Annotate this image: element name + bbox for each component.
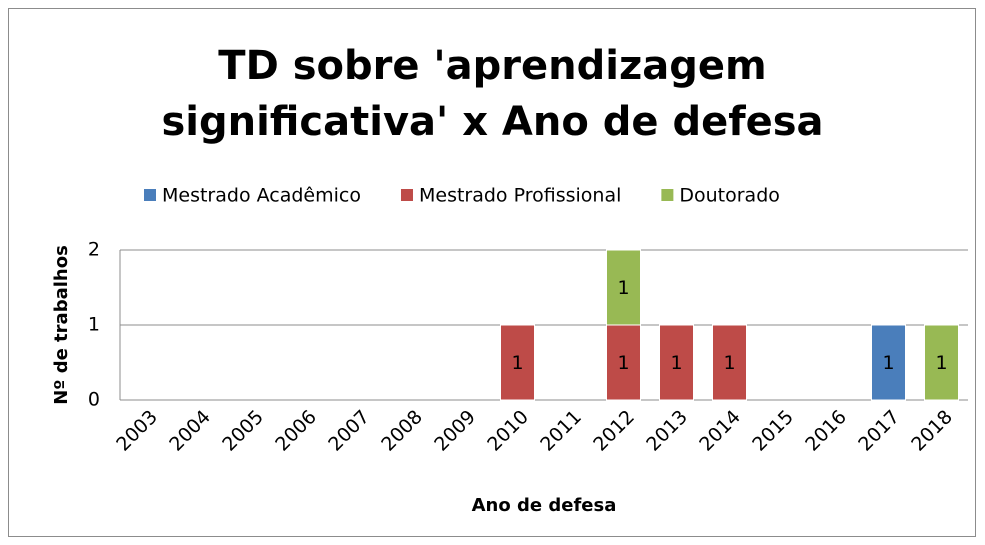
- x-axis-label: Ano de defesa: [472, 495, 617, 516]
- legend-swatch: [400, 189, 413, 201]
- data-label: 1: [511, 352, 523, 374]
- data-label: 1: [670, 352, 682, 374]
- bar-segment: [606, 324, 641, 401]
- y-tick-label: 1: [88, 314, 100, 336]
- data-label: 1: [882, 352, 894, 374]
- bar-segment: [712, 324, 747, 401]
- data-label: 1: [617, 352, 629, 374]
- data-label: 1: [617, 277, 629, 299]
- chart-border: [8, 8, 976, 537]
- bar-segment: [924, 324, 959, 401]
- legend-label: Doutorado: [679, 185, 780, 207]
- legend-label: Mestrado Acadêmico: [162, 185, 361, 207]
- legend-swatch: [144, 189, 156, 201]
- data-label: 1: [723, 352, 735, 374]
- chart-title: TD sobre 'aprendizagem significativa' x …: [161, 43, 824, 145]
- bar-segment: [871, 324, 906, 401]
- y-tick-label: 0: [88, 389, 100, 411]
- bar-segment: [500, 324, 535, 401]
- bar-segment: [659, 324, 694, 401]
- y-axis-label: Nº de trabalhos: [51, 245, 72, 405]
- bar-segment: [606, 249, 641, 326]
- y-tick-label: 2: [88, 239, 100, 261]
- legend-swatch: [661, 189, 674, 201]
- legend-label: Mestrado Profissional: [419, 185, 621, 207]
- data-label: 1: [935, 352, 947, 374]
